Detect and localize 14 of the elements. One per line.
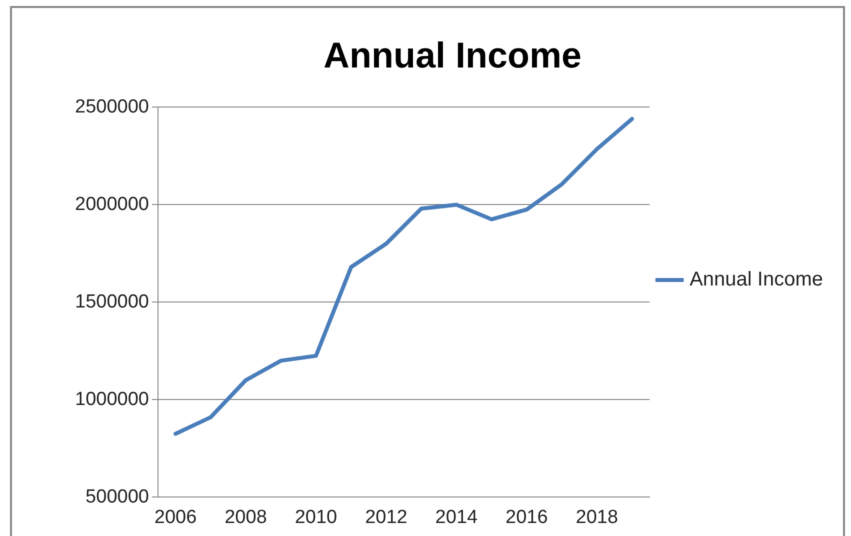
x-tick-label: 2014 xyxy=(435,506,478,528)
chart-title: Annual Income xyxy=(323,34,582,76)
x-tick-label: 2012 xyxy=(365,506,408,528)
x-tick-label: 2008 xyxy=(224,506,267,528)
y-tick-label: 1500000 xyxy=(75,291,149,312)
x-tick-label: 2018 xyxy=(576,506,618,528)
y-tick-label: 2500000 xyxy=(75,96,149,118)
legend-label: Annual Income xyxy=(690,268,824,291)
x-tick-label: 2016 xyxy=(506,506,548,528)
x-tick-label: 2010 xyxy=(294,506,338,528)
x-tick-label: 2006 xyxy=(154,506,197,528)
y-tick-label: 2000000 xyxy=(75,194,149,215)
y-tick-label: 500000 xyxy=(86,486,149,508)
y-tick-label: 1000000 xyxy=(75,388,149,410)
